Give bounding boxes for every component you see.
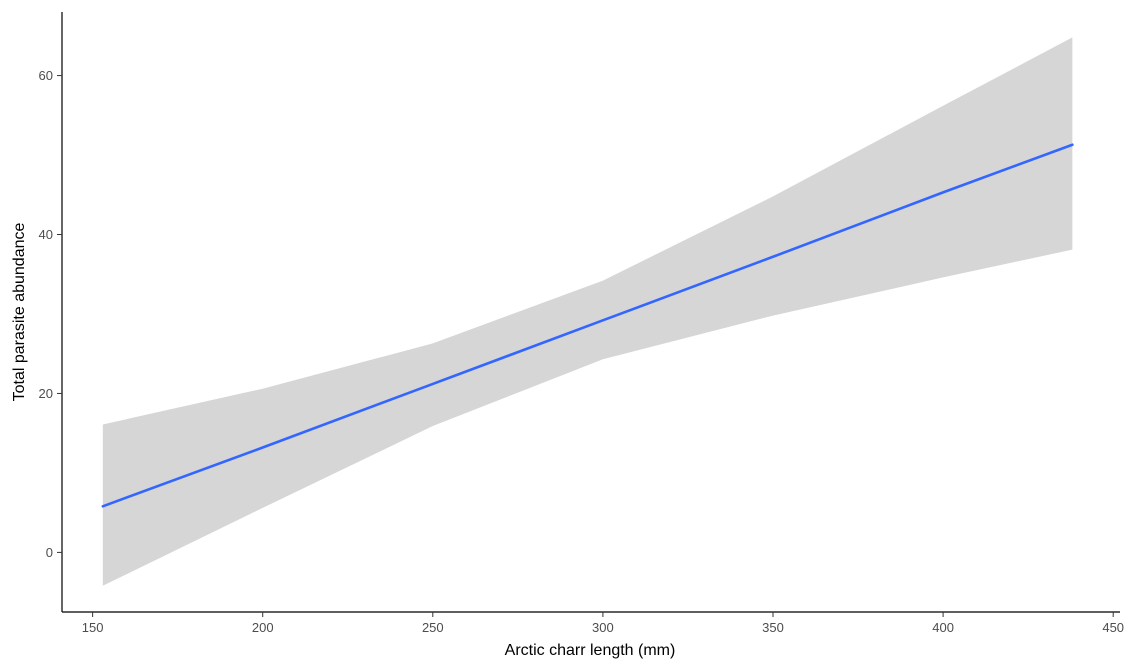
y-axis-title: Total parasite abundance — [11, 223, 28, 402]
x-tick-label: 400 — [932, 620, 954, 635]
y-axis-ticks: 0 20 40 60 — [39, 68, 62, 560]
x-tick-label: 200 — [252, 620, 274, 635]
line-layer — [101, 143, 1074, 508]
x-tick-label: 250 — [422, 620, 444, 635]
y-tick-label: 60 — [39, 68, 53, 83]
x-axis-ticks: 150 200 250 300 350 400 450 — [82, 612, 1124, 635]
x-tick-label: 150 — [82, 620, 104, 635]
x-tick-label: 450 — [1102, 620, 1124, 635]
x-tick-label: 300 — [592, 620, 614, 635]
y-tick-label: 0 — [46, 545, 53, 560]
confidence-ribbon — [102, 37, 1073, 586]
x-tick-label: 350 — [762, 620, 784, 635]
x-axis-title: Arctic charr length (mm) — [505, 642, 676, 659]
y-tick-label: 20 — [39, 386, 53, 401]
ribbon-layer — [102, 37, 1073, 586]
fit-line — [101, 143, 1074, 508]
y-tick-label: 40 — [39, 227, 53, 242]
